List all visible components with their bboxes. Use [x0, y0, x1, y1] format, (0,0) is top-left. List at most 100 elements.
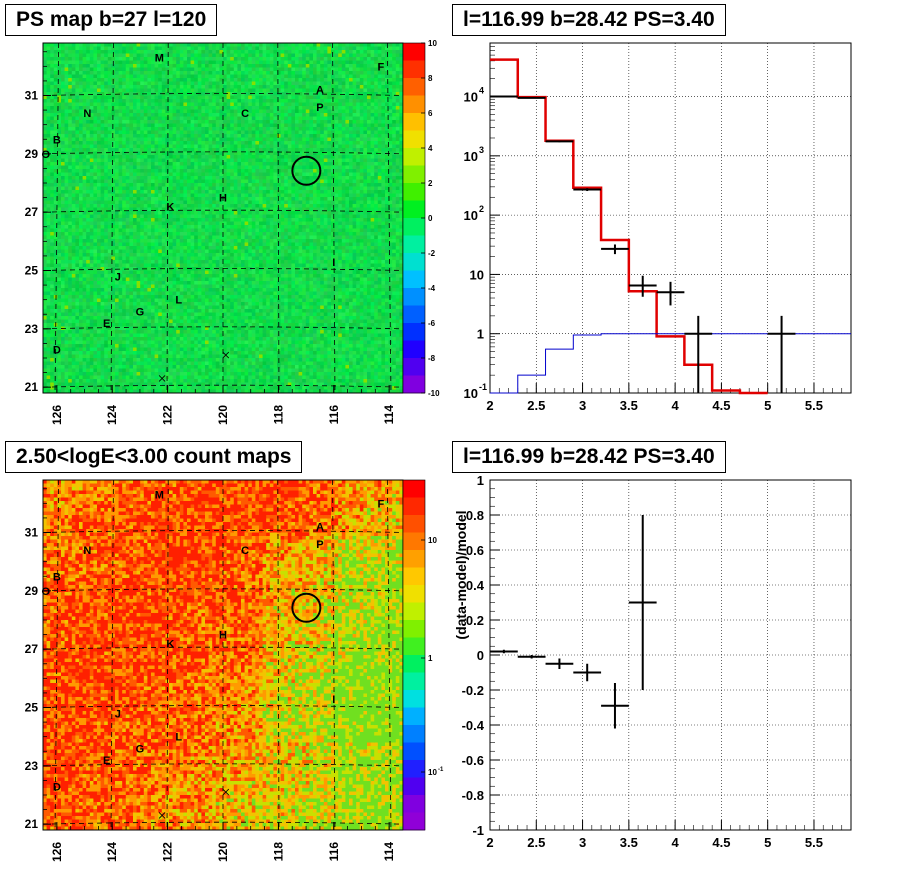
map-pixel — [187, 54, 191, 58]
map-pixel — [86, 232, 90, 236]
map-pixel — [176, 78, 180, 82]
map-pixel — [57, 50, 61, 54]
map-pixel — [162, 341, 166, 345]
map-pixel — [173, 260, 177, 264]
map-pixel — [162, 260, 166, 264]
map-pixel — [68, 330, 72, 334]
map-pixel — [68, 372, 72, 376]
map-pixel — [165, 246, 169, 250]
map-pixel — [122, 141, 126, 145]
map-pixel — [140, 57, 144, 61]
map-pixel — [137, 110, 141, 114]
map-pixel — [129, 257, 133, 261]
map-pixel — [162, 96, 166, 100]
map-pixel — [119, 355, 123, 359]
map-pixel — [205, 47, 209, 51]
map-pixel — [201, 50, 205, 54]
map-pixel — [93, 211, 97, 215]
map-pixel — [151, 369, 155, 373]
map-pixel — [162, 68, 166, 72]
map-pixel — [90, 215, 94, 219]
map-pixel — [126, 78, 130, 82]
map-pixel — [158, 320, 162, 324]
map-pixel — [97, 47, 101, 51]
map-pixel — [201, 369, 205, 373]
map-pixel — [162, 351, 166, 355]
map-pixel — [83, 127, 87, 131]
map-pixel — [140, 155, 144, 159]
map-pixel — [47, 183, 51, 187]
map-pixel — [162, 236, 166, 240]
map-pixel — [129, 173, 133, 177]
map-pixel — [144, 295, 148, 299]
map-pixel — [162, 89, 166, 93]
map-pixel — [83, 243, 87, 247]
map-pixel — [140, 250, 144, 254]
map-pixel — [108, 211, 112, 215]
map-pixel — [122, 323, 126, 327]
map-pixel — [187, 127, 191, 131]
map-pixel — [151, 355, 155, 359]
map-pixel — [115, 64, 119, 68]
map-pixel — [65, 148, 69, 152]
map-pixel — [158, 110, 162, 114]
map-pixel — [169, 369, 173, 373]
map-pixel — [83, 355, 87, 359]
map-pixel — [101, 47, 105, 51]
map-pixel — [147, 271, 151, 275]
map-pixel — [205, 355, 209, 359]
map-pixel — [191, 323, 195, 327]
map-pixel — [79, 222, 83, 226]
map-pixel — [79, 236, 83, 240]
map-pixel — [194, 330, 198, 334]
map-pixel — [54, 106, 58, 110]
map-pixel — [83, 260, 87, 264]
map-pixel — [43, 173, 47, 177]
map-pixel — [61, 260, 65, 264]
map-pixel — [191, 64, 195, 68]
map-pixel — [151, 372, 155, 376]
map-pixel — [108, 176, 112, 180]
map-pixel — [111, 110, 115, 114]
map-pixel — [115, 103, 119, 107]
map-pixel — [158, 362, 162, 366]
map-pixel — [122, 127, 126, 131]
map-pixel — [151, 288, 155, 292]
map-pixel — [198, 218, 202, 222]
map-pixel — [194, 166, 198, 170]
map-pixel — [122, 334, 126, 338]
map-pixel — [79, 47, 83, 51]
map-pixel — [93, 57, 97, 61]
map-pixel — [194, 323, 198, 327]
map-pixel — [68, 61, 72, 65]
map-pixel — [126, 344, 130, 348]
map-pixel — [54, 274, 58, 278]
map-pixel — [50, 369, 54, 373]
map-pixel — [72, 323, 76, 327]
map-pixel — [101, 246, 105, 250]
map-pixel — [176, 351, 180, 355]
map-pixel — [180, 358, 184, 362]
map-pixel — [187, 78, 191, 82]
map-pixel — [122, 110, 126, 114]
map-pixel — [115, 68, 119, 72]
map-pixel — [54, 47, 58, 51]
map-pixel — [47, 187, 51, 191]
map-pixel — [65, 99, 69, 103]
map-pixel — [79, 362, 83, 366]
map-pixel — [216, 71, 220, 75]
map-pixel — [126, 159, 130, 163]
map-pixel — [104, 183, 108, 187]
map-pixel — [47, 362, 51, 366]
map-pixel — [108, 71, 112, 75]
map-pixel — [201, 320, 205, 324]
map-pixel — [162, 120, 166, 124]
map-pixel — [169, 386, 173, 390]
map-pixel — [86, 246, 90, 250]
map-pixel — [83, 120, 87, 124]
map-pixel — [187, 309, 191, 313]
map-pixel — [54, 127, 58, 131]
map-pixel — [162, 187, 166, 191]
map-pixel — [194, 253, 198, 257]
map-pixel — [209, 369, 213, 373]
